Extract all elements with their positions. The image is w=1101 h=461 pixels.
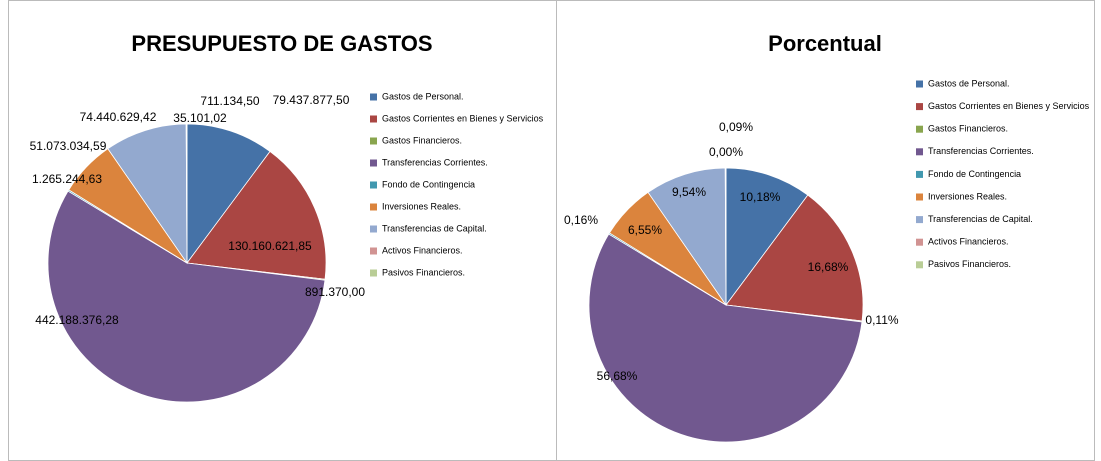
- data-label: 0,09%: [719, 120, 753, 134]
- legend-label: Gastos Corrientes en Bienes y Servicios: [928, 101, 1090, 111]
- legend-label: Transferencias de Capital.: [928, 214, 1033, 224]
- legend-swatch: [370, 181, 377, 189]
- legend-label: Inversiones Reales.: [382, 201, 461, 211]
- legend-swatch: [370, 159, 377, 167]
- data-label: 74.440.629,42: [80, 110, 157, 124]
- data-label: 16,68%: [808, 260, 849, 274]
- pie-slice: [186, 123, 271, 265]
- data-label: 442.188.376,28: [35, 313, 119, 327]
- chart-title: Porcentual: [768, 31, 882, 56]
- pie-slice: [725, 194, 864, 322]
- legend-swatch: [370, 269, 377, 277]
- pie-slice: [647, 167, 727, 307]
- data-label: 0,11%: [865, 313, 898, 327]
- legend-swatch: [370, 115, 377, 123]
- legend-swatch: [916, 170, 923, 178]
- legend-label: Gastos Corrientes en Bienes y Servicios: [382, 113, 544, 123]
- data-label: 79.437.877,50: [273, 93, 350, 107]
- legend-swatch: [370, 225, 377, 233]
- legend-label: Pasivos Financieros.: [382, 267, 465, 277]
- legend-label: Inversiones Reales.: [928, 191, 1007, 201]
- pie-slice: [186, 150, 327, 280]
- legend-swatch: [370, 137, 377, 145]
- pie-slice: [107, 123, 188, 265]
- legend-label: Gastos de Personal.: [928, 78, 1010, 88]
- pie-slice: [588, 233, 863, 443]
- legend-swatch: [916, 125, 923, 133]
- data-label: 711.134,50: [200, 94, 259, 108]
- legend-label: Gastos de Personal.: [382, 91, 464, 101]
- legend-label: Activos Financieros.: [928, 237, 1009, 247]
- legend-swatch: [370, 247, 377, 255]
- data-label: 891.370,00: [305, 285, 365, 299]
- data-label: 10,18%: [740, 190, 781, 204]
- legend-label: Fondo de Contingencia: [928, 169, 1021, 179]
- legend-swatch: [370, 93, 377, 101]
- legend-label: Activos Financieros.: [382, 245, 463, 255]
- legend-label: Gastos Financieros.: [382, 135, 462, 145]
- legend-label: Pasivos Financieros.: [928, 259, 1011, 269]
- legend-swatch: [916, 80, 923, 88]
- legend-label: Transferencias de Capital.: [382, 223, 487, 233]
- data-label: 130.160.621,85: [228, 239, 312, 253]
- legend-swatch: [916, 148, 923, 156]
- data-label: 6,55%: [628, 223, 662, 237]
- pie-slice: [47, 190, 326, 403]
- legend-label: Fondo de Contingencia: [382, 179, 475, 189]
- data-label: 0,16%: [564, 213, 598, 227]
- data-label: 56,68%: [597, 369, 638, 383]
- data-label: 0,00%: [709, 145, 743, 159]
- pie-slice: [725, 167, 809, 307]
- legend-swatch: [916, 238, 923, 246]
- legend-swatch: [916, 103, 923, 111]
- legend-swatch: [370, 203, 377, 211]
- data-label: 1.265.244,63: [32, 172, 102, 186]
- data-label: 35.101,02: [173, 111, 227, 125]
- legend-label: Gastos Financieros.: [928, 124, 1008, 134]
- legend-label: Transferencias Corrientes.: [382, 157, 488, 167]
- legend-label: Transferencias Corrientes.: [928, 146, 1034, 156]
- chart-title: PRESUPUESTO DE GASTOS: [131, 31, 432, 56]
- data-label: 9,54%: [672, 185, 706, 199]
- legend-swatch: [916, 216, 923, 224]
- data-label: 51.073.034,59: [30, 139, 107, 153]
- legend-swatch: [916, 193, 923, 201]
- legend-swatch: [916, 261, 923, 269]
